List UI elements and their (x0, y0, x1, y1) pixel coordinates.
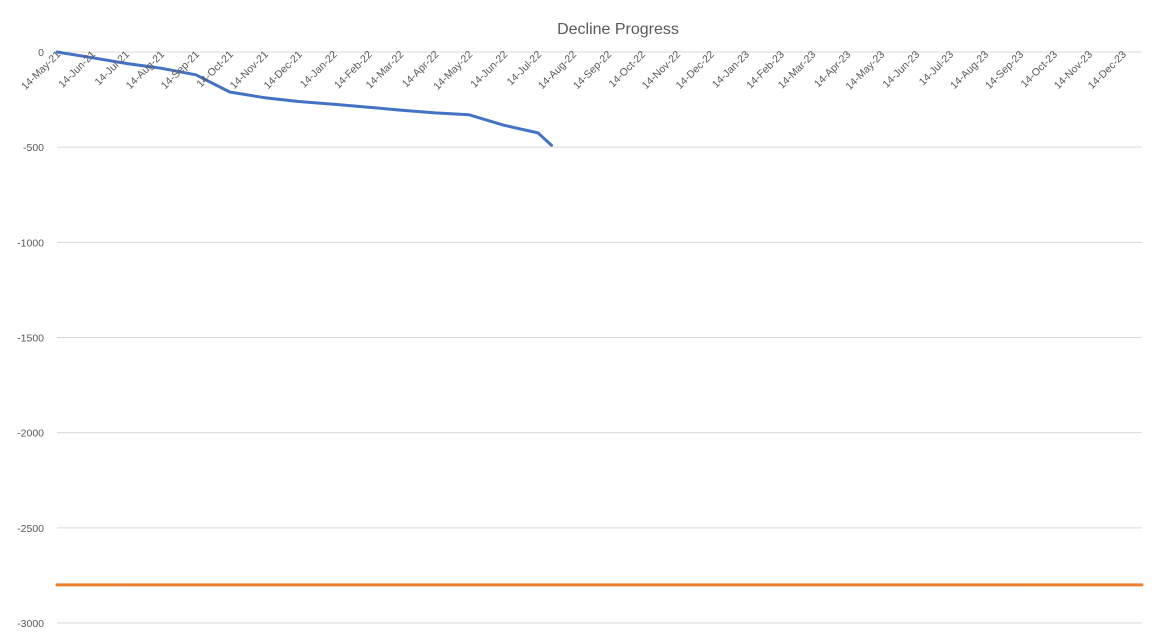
chart-area[interactable] (7, 4, 1167, 640)
y-tick-label: -2000 (17, 428, 44, 440)
x-tick-label: 14-Jun-23 (880, 49, 922, 91)
x-axis-labels: 14-May-2114-Jun-2114-Jul-2114-Aug-2114-S… (19, 49, 1129, 93)
y-tick-label: -1000 (17, 237, 44, 249)
gridlines (57, 51, 1142, 624)
y-tick-label: -500 (23, 142, 44, 154)
series (55, 50, 1144, 587)
y-tick-label: 0 (38, 47, 44, 59)
chart-title: Decline Progress (557, 21, 679, 38)
x-tick-marks (56, 52, 1124, 56)
x-tick-label: 14-Jun-22 (468, 49, 510, 91)
y-tick-label: -2500 (17, 523, 44, 535)
y-tick-label: -1500 (17, 333, 44, 345)
x-tick-label: 14-Sep-23 (983, 49, 1026, 92)
y-axis-labels: 0 -500 -1000 -1500 -2000 -2500 -3000 (17, 47, 44, 630)
decline-progress-line[interactable] (55, 50, 553, 147)
y-tick-label: -3000 (17, 618, 44, 630)
x-tick-label: 14-Sep-22 (571, 49, 614, 92)
